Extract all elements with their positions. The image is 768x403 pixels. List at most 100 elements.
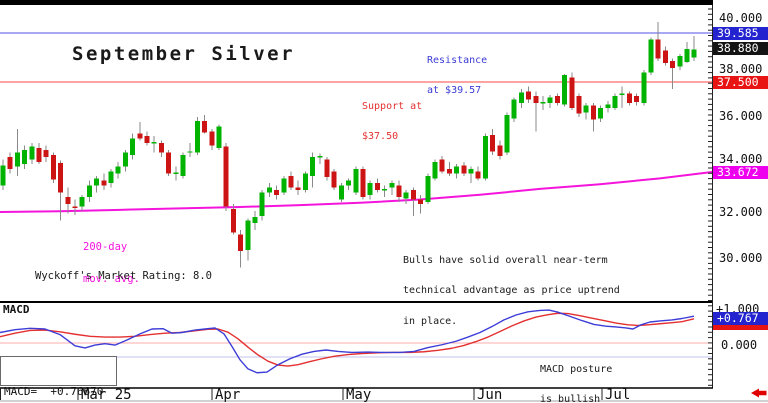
candle-body [324, 159, 330, 178]
month-label: Jun [477, 387, 503, 403]
price-label: 38.000 [719, 62, 763, 76]
moving-average-line [0, 170, 713, 213]
price-axis-ticks [708, 8, 712, 386]
candle-body [482, 136, 488, 179]
scroll-left-arrow-icon[interactable] [751, 388, 767, 398]
candle-body [490, 134, 496, 152]
candle-body [374, 183, 380, 191]
candle-body [115, 166, 121, 174]
price-label: 0.000 [721, 338, 758, 352]
candle-body [7, 157, 13, 169]
candle-body [518, 92, 524, 104]
candle-body [50, 154, 56, 180]
candle-body [180, 154, 186, 176]
candle-body [583, 105, 589, 113]
candle-body [72, 206, 78, 208]
price-label: 32.000 [719, 205, 763, 219]
month-label: Jul [605, 387, 631, 403]
candle-body [569, 77, 575, 108]
wyckoff-rating-annotation: Wyckoff's Market Rating: 8.0 [35, 270, 213, 282]
candle-body [295, 187, 301, 191]
candle-body [576, 96, 582, 114]
candle-body [634, 96, 640, 102]
candle-body [684, 49, 690, 63]
price-label: 36.000 [719, 109, 763, 123]
candle-body [547, 97, 553, 104]
candle-body [173, 172, 179, 174]
bulls-annotation-line2: technical advantage as price uptrend [403, 285, 620, 297]
candle-body [259, 192, 265, 216]
candle-body [130, 138, 136, 155]
candle-body [331, 171, 337, 188]
candle-body [619, 93, 625, 96]
moving-average-annotation: 200-day mov. avg. [83, 221, 140, 305]
candle-body [677, 56, 683, 67]
candle-body [446, 168, 452, 174]
candle-body [22, 150, 28, 165]
support-annotation: Support at $37.50 [362, 82, 422, 162]
candle-body [454, 166, 460, 174]
candle-body [338, 185, 344, 200]
price-label: 30.000 [719, 251, 763, 265]
resistance-annotation: Resistance at $39.57 [427, 36, 487, 116]
macd-panel-label: MACD [3, 303, 30, 316]
candle-body [425, 175, 431, 202]
candle-body [691, 49, 697, 58]
candle-body [158, 143, 164, 153]
price-badge: 33.672 [713, 165, 768, 179]
candle-body [396, 185, 402, 198]
resistance-annotation-line2: at $39.57 [427, 85, 482, 96]
candle-body [166, 152, 172, 174]
candle-body [641, 72, 647, 104]
candle-body [245, 220, 251, 251]
candle-body [79, 197, 85, 207]
candle-body [238, 234, 244, 252]
candle-body [194, 120, 200, 153]
candle-body [612, 96, 618, 108]
window-top-bar [0, 0, 713, 5]
candle-body [223, 146, 229, 207]
moving-average-annotation-line1: 200-day [83, 241, 128, 253]
candle-body [36, 147, 42, 162]
candle-body [0, 165, 6, 186]
macd-series-macda [0, 312, 695, 367]
candle-body [101, 180, 107, 186]
price-badge: 39.585 [713, 26, 768, 40]
bulls-annotation-line1: Bulls have solid overall near-term [403, 254, 608, 266]
candle-body [403, 192, 409, 199]
candle-body [389, 183, 395, 188]
candle-body [288, 175, 294, 188]
price-badge: +0.767 [713, 311, 768, 325]
candle-body [533, 96, 539, 104]
candle-body [86, 185, 92, 198]
macd-readout-line1: MACD= +0.76670 [4, 385, 104, 398]
candle-body [58, 163, 64, 193]
candle-body [346, 180, 352, 186]
price-badge: 37.500 [713, 75, 768, 89]
candle-body [554, 96, 560, 104]
candle-body [670, 60, 676, 68]
macd-readout-box: MACD= +0.76670 MACDA= +0.69166 [0, 356, 117, 398]
candle-body [497, 145, 503, 157]
price-label: 40.000 [719, 11, 763, 25]
candle-body [281, 178, 287, 193]
candle-body [418, 199, 424, 205]
macda-marker [713, 324, 768, 330]
moving-average-annotation-line2: mov. avg. [83, 272, 140, 285]
candle-body [432, 161, 438, 179]
candle-body [382, 188, 388, 191]
candle-body [526, 91, 532, 100]
candle-body [590, 105, 596, 120]
candle-body [122, 152, 128, 167]
candle-body [648, 39, 654, 73]
candle-body [353, 168, 359, 193]
candle-body [626, 93, 632, 104]
support-annotation-line2: $37.50 [362, 131, 399, 142]
candle-body [14, 152, 20, 167]
candle-body [655, 39, 661, 59]
candle-body [504, 114, 510, 153]
candle-body [310, 157, 316, 176]
macd-posture-annotation-line1: MACD posture [540, 364, 613, 375]
bulls-annotation: Bulls have solid overall near-term techn… [403, 235, 620, 348]
